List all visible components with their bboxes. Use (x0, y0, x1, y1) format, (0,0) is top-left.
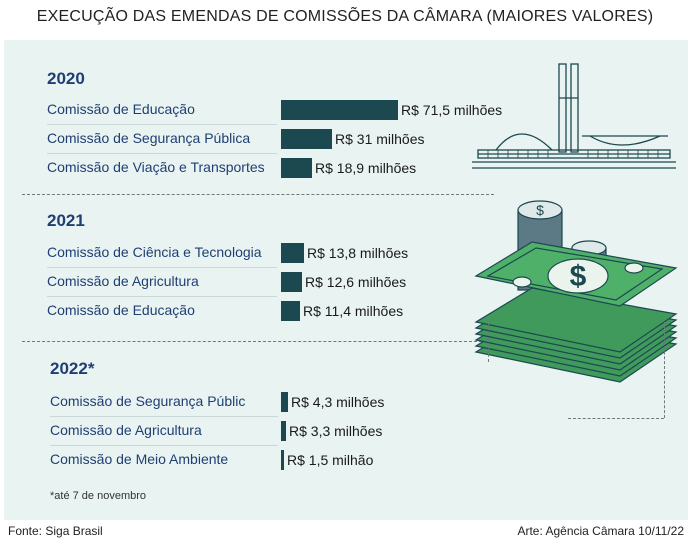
bar (281, 272, 302, 292)
category-label: Comissão de Meio Ambiente (50, 451, 229, 467)
money-stack-illustration: $ $ (474, 200, 678, 383)
group-separator (22, 341, 482, 342)
category-label: Comissão de Viação e Transportes (47, 159, 265, 175)
value-label: R$ 3,3 milhões (289, 423, 383, 439)
value-label: R$ 4,3 milhões (291, 394, 385, 410)
row-divider (47, 296, 277, 297)
year-heading: 2020 (47, 69, 85, 88)
group-separator (22, 194, 494, 195)
category-label: Comissão de Educação (47, 101, 195, 117)
congress-building-illustration (472, 63, 676, 169)
category-label: Comissão de Segurança Públic (50, 393, 246, 409)
bar (281, 450, 284, 470)
row-divider (50, 416, 278, 417)
value-label: R$ 18,9 milhões (315, 160, 417, 176)
row-divider (50, 445, 278, 446)
bar (281, 158, 312, 178)
illustration-guide (488, 322, 489, 362)
bar (281, 243, 304, 263)
illustration-guide (664, 322, 665, 418)
category-label: Comissão de Ciência e Tecnologia (47, 244, 262, 260)
bar (281, 392, 288, 412)
category-label: Comissão de Agricultura (47, 273, 199, 289)
year-heading: 2022* (50, 359, 95, 378)
svg-text:$: $ (570, 260, 587, 293)
source-credit: Fonte: Siga Brasil (8, 524, 103, 538)
row-divider (47, 267, 277, 268)
value-label: R$ 11,4 milhões (303, 303, 404, 319)
value-label: R$ 13,8 milhões (307, 245, 409, 261)
row-divider (47, 124, 277, 125)
value-label: R$ 12,6 milhões (305, 274, 407, 290)
row-divider (47, 153, 277, 154)
bar (281, 421, 286, 441)
value-label: R$ 1,5 milhão (287, 452, 374, 468)
art-credit: Arte: Agência Câmara 10/11/22 (517, 524, 684, 538)
bar (281, 129, 332, 149)
value-label: R$ 71,5 milhões (401, 102, 503, 118)
value-label: R$ 31 milhões (335, 131, 425, 147)
year-heading: 2021 (47, 211, 85, 230)
bar (281, 301, 300, 321)
category-label: Comissão de Agricultura (50, 422, 202, 438)
bar (281, 100, 398, 120)
illustration-guide (568, 418, 664, 419)
category-label: Comissão de Educação (47, 302, 195, 318)
category-label: Comissão de Segurança Pública (47, 130, 251, 146)
chart-title: EXECUÇÃO DAS EMENDAS DE COMISSÕES DA CÂM… (36, 8, 654, 25)
svg-text:$: $ (536, 202, 544, 218)
footnote: *até 7 de novembro (50, 490, 147, 502)
